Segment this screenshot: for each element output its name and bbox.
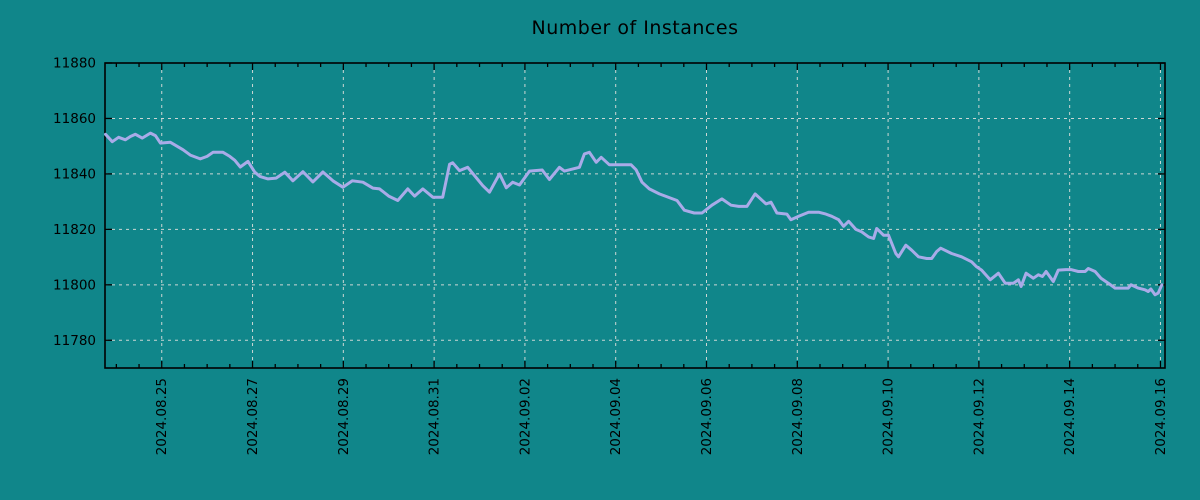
- x-tick-label: 2024.09.06: [699, 378, 715, 455]
- x-tick-label: 2024.09.02: [517, 378, 533, 455]
- y-tick-label: 11880: [53, 56, 96, 72]
- x-tick-label: 2024.09.12: [971, 378, 987, 455]
- x-tick-label: 2024.09.04: [608, 378, 624, 455]
- x-tick-label: 2024.09.14: [1062, 378, 1078, 455]
- y-tick-label: 11840: [53, 166, 96, 182]
- x-tick-label: 2024.08.25: [154, 378, 170, 455]
- y-tick-label: 11860: [53, 111, 96, 127]
- y-tick-label: 11820: [53, 222, 96, 238]
- plot-border: [104, 62, 1166, 369]
- x-tick-label: 2024.08.29: [336, 378, 352, 455]
- y-tick-label: 11800: [53, 277, 96, 293]
- chart-title: Number of Instances: [531, 17, 739, 39]
- y-tick-label: 11780: [53, 333, 96, 349]
- x-tick-label: 2024.09.08: [790, 378, 806, 455]
- x-tick-label: 2024.09.16: [1153, 378, 1169, 455]
- x-tick-label: 2024.08.31: [427, 378, 443, 455]
- x-tick-label: 2024.09.10: [881, 378, 897, 455]
- data-line: [104, 131, 1164, 297]
- x-tick-label: 2024.08.27: [245, 378, 261, 455]
